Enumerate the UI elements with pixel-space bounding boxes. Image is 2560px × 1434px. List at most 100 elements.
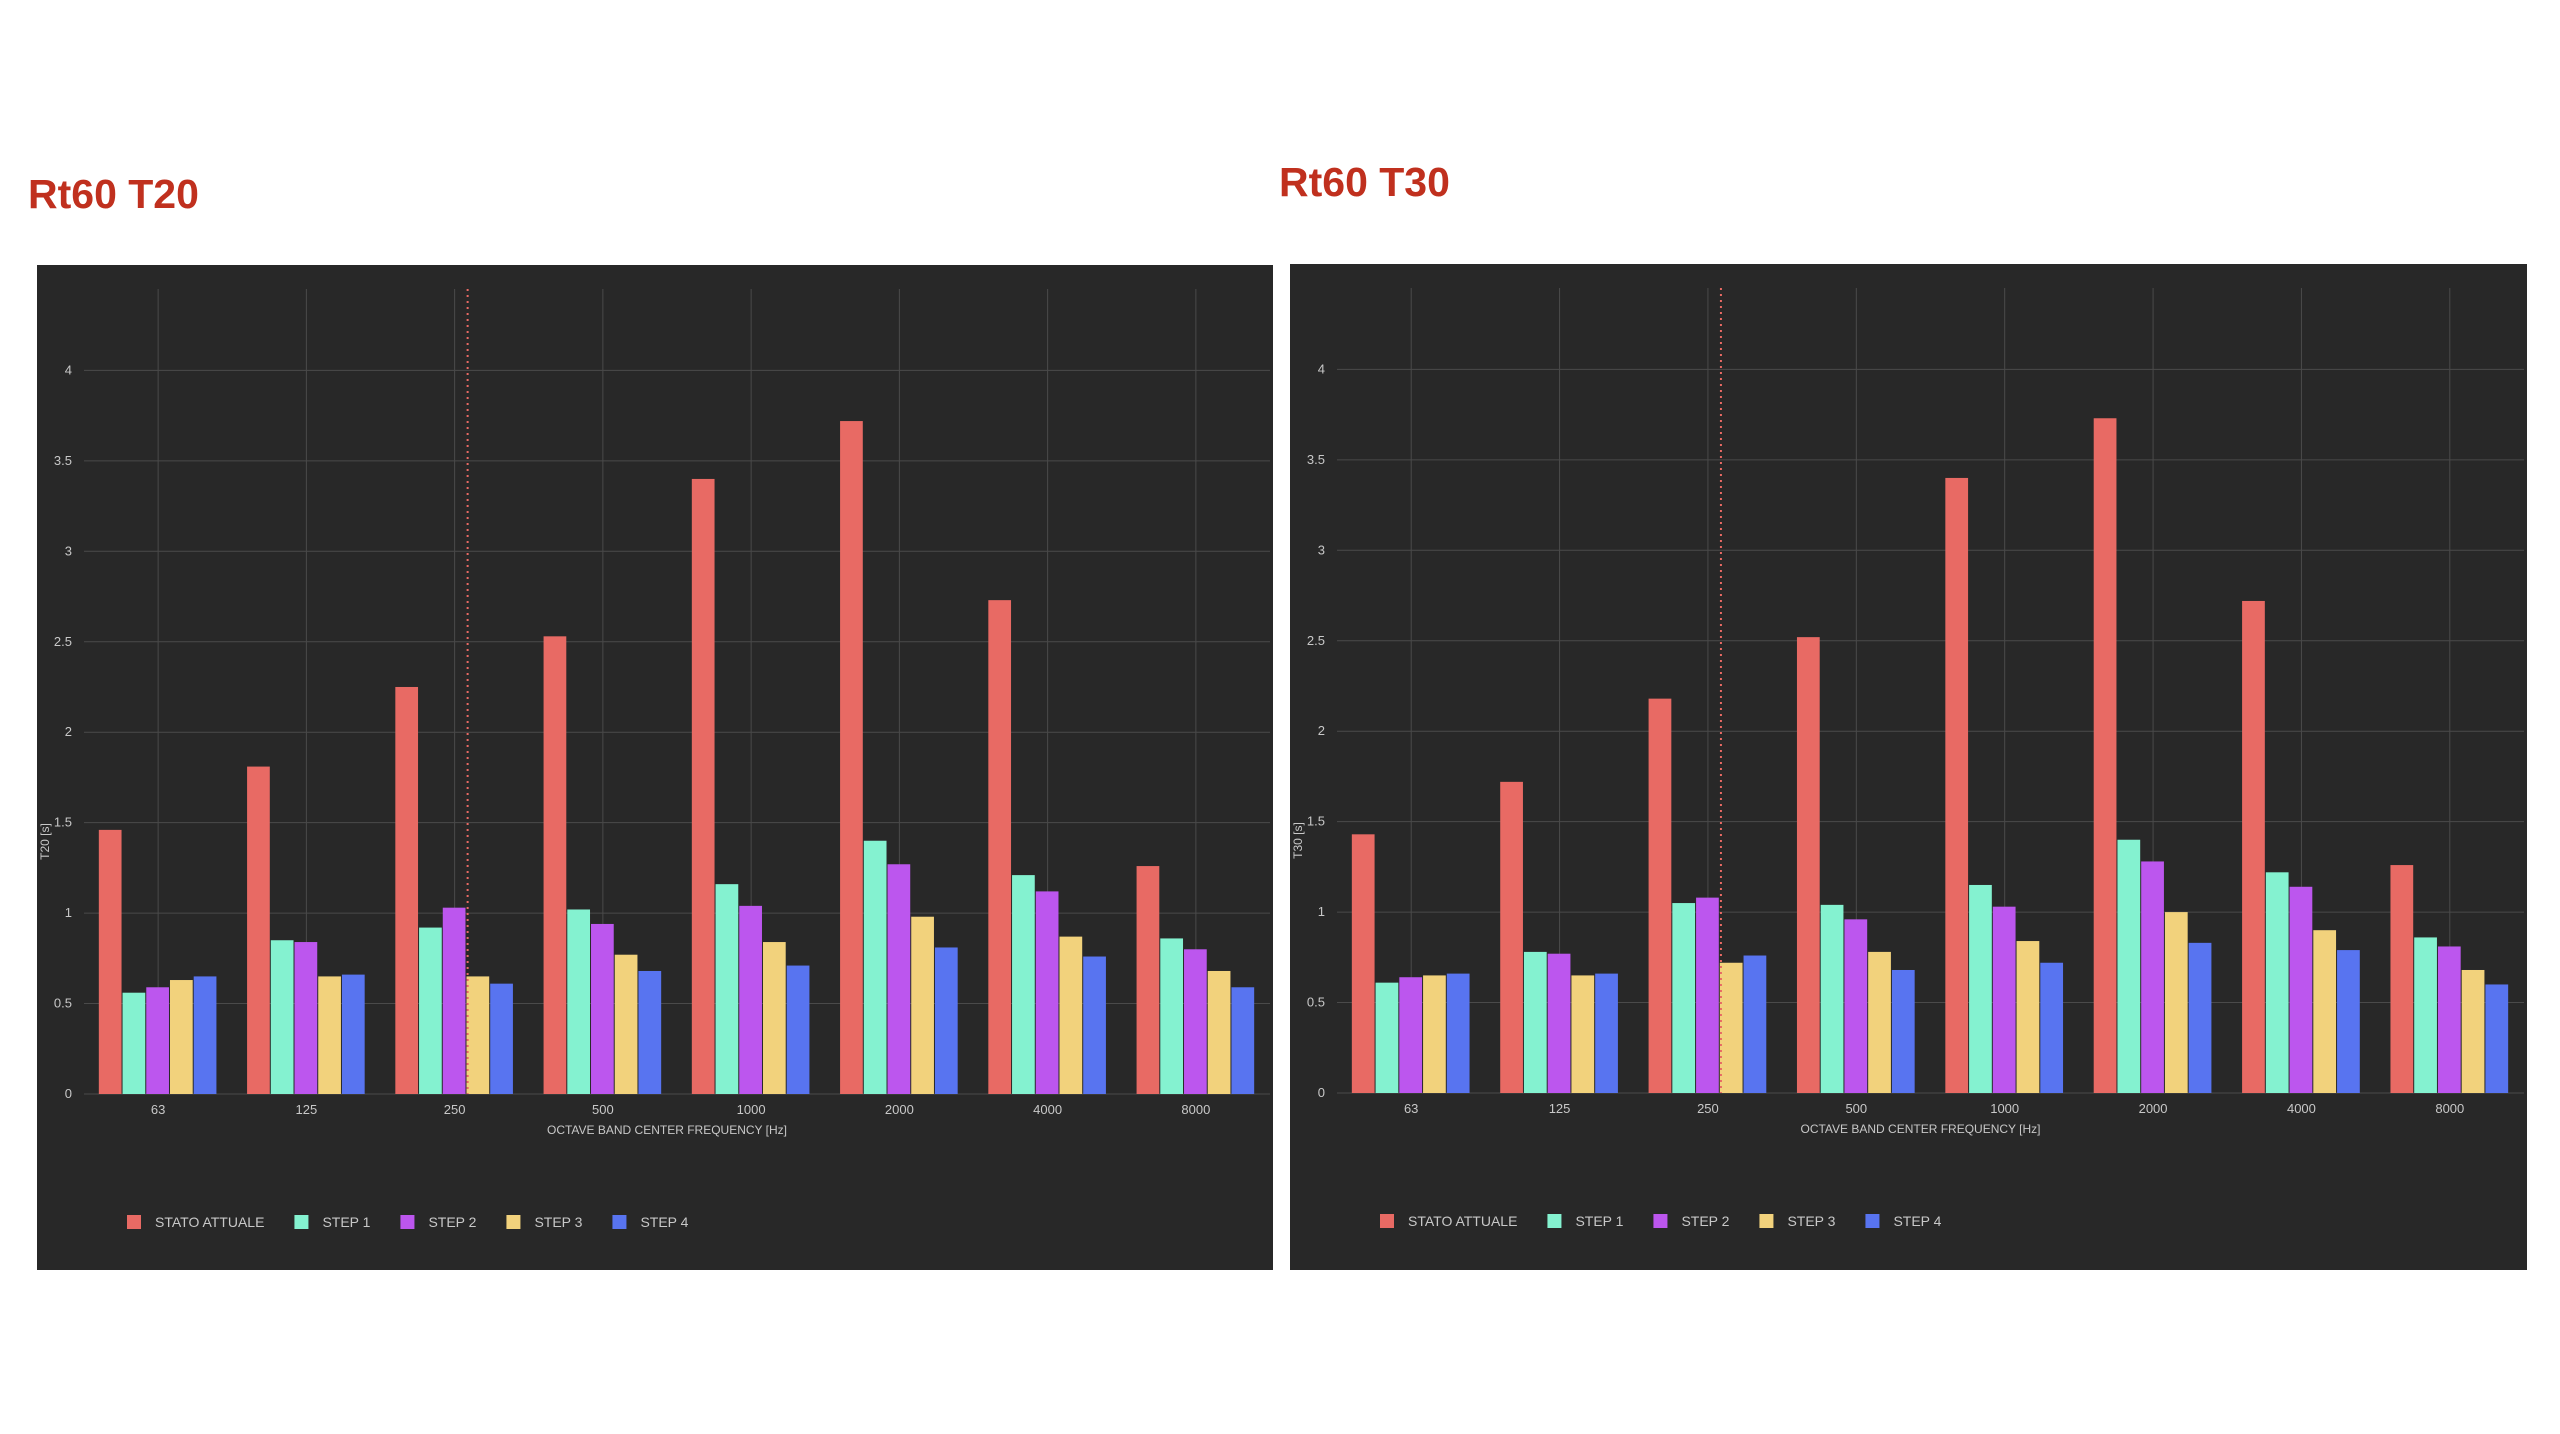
legend-swatch: [612, 1215, 627, 1229]
legend-item-1[interactable]: STATO ATTUALE: [1380, 1213, 1517, 1229]
legend-item-5[interactable]: STEP 4: [612, 1214, 689, 1230]
bar-t20-s4-8000[interactable]: [1207, 970, 1231, 1094]
bar-t20-s4-250[interactable]: [466, 976, 490, 1094]
bar-t30-s2-8000[interactable]: [2414, 937, 2437, 1093]
bar-t20-s3-4000[interactable]: [1035, 891, 1059, 1094]
bar-t20-s1-250[interactable]: [395, 686, 419, 1094]
bar-t20-s3-1000[interactable]: [739, 905, 762, 1094]
chart-title-t20: Rt60 T20: [28, 171, 199, 217]
bar-t30-s5-8000[interactable]: [2485, 984, 2509, 1093]
bar-t20-s1-63[interactable]: [98, 829, 122, 1094]
bar-t30-s2-2000[interactable]: [2117, 839, 2141, 1093]
bar-t30-s3-125[interactable]: [1547, 953, 1571, 1093]
bar-t30-s2-125[interactable]: [1523, 951, 1547, 1093]
bar-t30-s4-8000[interactable]: [2461, 969, 2485, 1093]
bar-t20-s4-63[interactable]: [169, 980, 193, 1094]
x-tick-label: 500: [1845, 1101, 1867, 1116]
bar-t20-s5-250[interactable]: [490, 983, 513, 1094]
bar-t30-s4-1000[interactable]: [2016, 941, 2040, 1093]
bar-t20-s3-2000[interactable]: [887, 864, 911, 1094]
legend-item-4[interactable]: STEP 3: [506, 1214, 583, 1230]
bar-t20-s1-1000[interactable]: [691, 478, 715, 1094]
bar-t20-s5-4000[interactable]: [1083, 956, 1106, 1094]
x-tick-label: 250: [1697, 1101, 1719, 1116]
legend-item-4[interactable]: STEP 3: [1759, 1213, 1836, 1229]
legend-label: STEP 4: [640, 1214, 688, 1230]
bar-t30-s1-63[interactable]: [1351, 834, 1375, 1093]
bar-t20-s2-500[interactable]: [567, 909, 591, 1094]
bar-t20-s1-125[interactable]: [247, 766, 270, 1094]
bar-t20-s3-125[interactable]: [294, 942, 318, 1094]
legend-item-1[interactable]: STATO ATTUALE: [127, 1214, 264, 1230]
bar-t30-s4-125[interactable]: [1571, 975, 1595, 1093]
bar-t30-s2-250[interactable]: [1672, 903, 1696, 1093]
bar-t30-s3-63[interactable]: [1399, 977, 1423, 1093]
bar-t20-s2-1000[interactable]: [715, 884, 739, 1094]
bar-t30-s2-63[interactable]: [1375, 982, 1399, 1093]
bar-t20-s4-2000[interactable]: [911, 916, 934, 1094]
legend-label: STEP 1: [1575, 1213, 1623, 1229]
bar-t30-s4-250[interactable]: [1719, 962, 1743, 1093]
bar-t20-s2-2000[interactable]: [863, 840, 887, 1094]
bar-t30-s2-1000[interactable]: [1969, 884, 1992, 1093]
bar-t30-s4-500[interactable]: [1868, 951, 1891, 1093]
bar-t20-s1-4000[interactable]: [988, 600, 1012, 1094]
bar-t30-s5-4000[interactable]: [2337, 950, 2360, 1093]
bar-t30-s1-250[interactable]: [1648, 698, 1672, 1093]
x-tick-label: 1000: [737, 1102, 766, 1117]
bar-t30-s2-4000[interactable]: [2265, 872, 2289, 1093]
bar-t20-s2-63[interactable]: [122, 992, 146, 1094]
bar-t30-s4-4000[interactable]: [2313, 930, 2337, 1093]
y-tick-label: 2.5: [54, 634, 72, 649]
bar-t20-s4-1000[interactable]: [762, 942, 786, 1094]
legend-item-3[interactable]: STEP 2: [400, 1214, 477, 1230]
bar-t20-s4-500[interactable]: [614, 954, 638, 1094]
bar-t20-s2-4000[interactable]: [1012, 875, 1035, 1094]
bar-t20-s5-125[interactable]: [341, 974, 365, 1094]
x-tick-label: 250: [444, 1102, 466, 1117]
bar-t30-s5-63[interactable]: [1446, 973, 1470, 1093]
bar-t30-s1-500[interactable]: [1796, 637, 1820, 1093]
bar-t30-s3-8000[interactable]: [2437, 946, 2461, 1093]
bar-t30-s5-250[interactable]: [1743, 955, 1767, 1093]
bar-t20-s4-4000[interactable]: [1059, 936, 1083, 1094]
bar-t20-s5-2000[interactable]: [934, 947, 958, 1094]
bar-t30-s4-2000[interactable]: [2164, 912, 2188, 1093]
bar-t30-s5-2000[interactable]: [2188, 942, 2212, 1093]
bar-t20-s5-8000[interactable]: [1231, 987, 1255, 1094]
legend-item-2[interactable]: STEP 1: [1547, 1213, 1624, 1229]
bar-t30-s3-4000[interactable]: [2289, 886, 2313, 1093]
legend-item-5[interactable]: STEP 4: [1865, 1213, 1942, 1229]
bar-t30-s4-63[interactable]: [1423, 975, 1446, 1093]
bar-t30-s1-8000[interactable]: [2390, 865, 2414, 1093]
bar-t30-s1-4000[interactable]: [2242, 600, 2265, 1093]
bar-t30-s1-125[interactable]: [1500, 781, 1523, 1093]
bar-t20-s3-500[interactable]: [591, 923, 614, 1094]
bar-t30-s1-2000[interactable]: [2093, 418, 2117, 1093]
bar-t30-s3-1000[interactable]: [1992, 906, 2016, 1093]
bar-t30-s5-1000[interactable]: [2040, 962, 2064, 1093]
legend-label: STATO ATTUALE: [155, 1214, 264, 1230]
bar-t20-s1-500[interactable]: [543, 636, 567, 1094]
bar-t20-s3-63[interactable]: [146, 987, 169, 1094]
bar-t30-s3-2000[interactable]: [2141, 861, 2164, 1093]
bar-t30-s5-500[interactable]: [1891, 969, 1915, 1093]
bar-t30-s3-500[interactable]: [1844, 919, 1868, 1093]
bar-t20-s5-1000[interactable]: [786, 965, 810, 1094]
bar-t30-s3-250[interactable]: [1696, 897, 1719, 1093]
bar-t20-s1-2000[interactable]: [840, 421, 863, 1095]
bar-t30-s2-500[interactable]: [1820, 904, 1844, 1093]
bar-t20-s5-500[interactable]: [638, 970, 662, 1094]
bar-t30-s5-125[interactable]: [1595, 973, 1618, 1093]
bar-t20-s4-125[interactable]: [318, 976, 341, 1094]
bar-t30-s1-1000[interactable]: [1945, 477, 1969, 1093]
bar-t20-s2-250[interactable]: [419, 927, 442, 1094]
bar-t20-s1-8000[interactable]: [1136, 866, 1160, 1094]
bar-t20-s2-125[interactable]: [270, 940, 294, 1094]
legend-item-2[interactable]: STEP 1: [294, 1214, 371, 1230]
bar-t20-s2-8000[interactable]: [1160, 938, 1184, 1094]
bar-t20-s5-63[interactable]: [193, 976, 217, 1094]
bar-t20-s3-8000[interactable]: [1184, 949, 1207, 1094]
bar-t20-s3-250[interactable]: [442, 907, 466, 1094]
legend-item-3[interactable]: STEP 2: [1653, 1213, 1730, 1229]
